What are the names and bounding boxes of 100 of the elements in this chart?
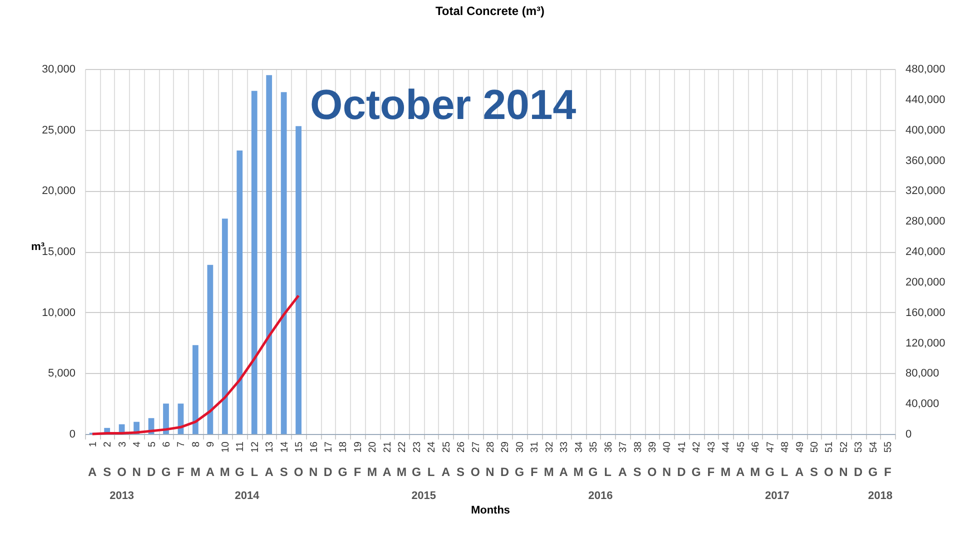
text: N xyxy=(132,465,141,479)
bar xyxy=(251,90,258,434)
line-series xyxy=(91,294,300,436)
y-tick-label: 30,000 xyxy=(42,64,76,76)
x-tick-label: 18 xyxy=(338,441,350,453)
x-tick-label: 4 xyxy=(132,441,144,448)
text: A xyxy=(382,465,392,479)
y2-tick-label: 360,000 xyxy=(906,154,946,167)
x-tick-label: 21 xyxy=(382,441,394,453)
x-tick-label: 42 xyxy=(692,441,703,453)
x-tick-label: 31 xyxy=(530,441,541,453)
text: O xyxy=(294,465,304,479)
annotation: October 2014 xyxy=(310,81,577,128)
y2-tick-label: 0 xyxy=(906,428,912,440)
text: G xyxy=(868,465,878,479)
text: M xyxy=(573,465,584,479)
text: A xyxy=(206,465,215,479)
text: S xyxy=(280,465,288,479)
x-tick-label: 52 xyxy=(838,441,850,453)
y2-tick-label: 440,000 xyxy=(906,94,946,106)
text: A xyxy=(88,465,98,479)
text: M xyxy=(220,465,230,479)
y2-tick-label: 320,000 xyxy=(906,185,946,198)
x-tick-label: 49 xyxy=(794,441,806,453)
text: S xyxy=(633,465,642,479)
y-tick-label: 10,000 xyxy=(42,306,76,319)
text: F xyxy=(707,465,715,479)
x-tick-label: 50 xyxy=(810,441,820,453)
text: D xyxy=(324,465,333,479)
bar xyxy=(266,75,272,434)
text: G xyxy=(338,465,348,479)
y2-tick-label: 400,000 xyxy=(906,124,946,136)
x-tick-label: 7 xyxy=(176,441,188,448)
y-tick-label: 0 xyxy=(69,428,76,440)
x-tick-label: 17 xyxy=(324,441,334,453)
x-tick-label: 2 xyxy=(102,441,114,448)
text: G xyxy=(234,465,244,479)
text: D xyxy=(500,465,510,479)
bar xyxy=(222,218,228,434)
text: G xyxy=(412,465,422,479)
y2-tick-label: 120,000 xyxy=(906,337,946,350)
text: A xyxy=(441,465,450,479)
x-tick-label: 51 xyxy=(824,441,836,453)
y2-tick-label: 240,000 xyxy=(906,246,946,258)
x-tick-label: 15 xyxy=(294,441,306,453)
x-tick-label: 10 xyxy=(220,441,232,453)
text: O xyxy=(117,465,126,479)
x-tick-label: 45 xyxy=(736,441,747,453)
text: D xyxy=(854,465,863,479)
text: 2014 xyxy=(234,490,260,502)
text: O xyxy=(824,465,834,479)
text: G xyxy=(161,465,171,479)
text: N xyxy=(839,465,848,479)
x-tick-label: 13 xyxy=(264,441,276,453)
y2-tick-label: 40,000 xyxy=(906,398,940,410)
x-tick-label: 35 xyxy=(588,441,600,453)
y2-tick-label: 480,000 xyxy=(906,64,946,76)
x-tick-label: 1 xyxy=(88,441,99,448)
text: S xyxy=(103,465,112,479)
text: O xyxy=(470,465,480,479)
text: S xyxy=(810,465,818,479)
chart-title: Total Concrete (m³) xyxy=(435,4,545,18)
x-tick-label: 55 xyxy=(883,441,894,453)
text: M xyxy=(396,465,407,479)
text: L xyxy=(427,465,435,479)
x-tick-label: 29 xyxy=(500,441,512,453)
bar xyxy=(280,92,287,434)
x-tick-label: 25 xyxy=(441,441,452,453)
x-tick-label: 26 xyxy=(456,441,468,453)
x-tick-label: 9 xyxy=(206,441,217,448)
text: F xyxy=(884,465,892,479)
x-tick-label: 28 xyxy=(486,441,496,453)
text: 2017 xyxy=(764,490,790,502)
x-tick-label: 16 xyxy=(308,441,320,453)
x-tick-label: 54 xyxy=(868,441,880,453)
x-tick-label: 41 xyxy=(676,441,688,453)
text: G xyxy=(765,465,774,479)
text: N xyxy=(662,465,672,479)
text: L xyxy=(780,465,788,479)
text: F xyxy=(530,465,538,479)
text: 2013 xyxy=(110,490,134,502)
x-tick-label: 30 xyxy=(514,441,526,453)
text: L xyxy=(250,465,258,479)
bar xyxy=(236,150,243,434)
x-tick-label: 36 xyxy=(603,441,614,453)
text: G xyxy=(692,465,701,479)
x-tick-label: 43 xyxy=(706,441,718,453)
y-tick-label: 5,000 xyxy=(48,368,76,380)
text: A xyxy=(559,465,568,479)
text: A xyxy=(618,465,628,479)
text: M xyxy=(720,465,731,479)
text: A xyxy=(736,465,746,479)
x-tick-label: 19 xyxy=(352,441,364,453)
x-tick-label: 48 xyxy=(780,441,792,453)
text: M xyxy=(190,465,200,479)
text: 2015 xyxy=(411,490,436,502)
text: M xyxy=(750,465,760,479)
text: D xyxy=(677,465,686,479)
text: 2016 xyxy=(588,490,613,502)
text: N xyxy=(486,465,494,479)
